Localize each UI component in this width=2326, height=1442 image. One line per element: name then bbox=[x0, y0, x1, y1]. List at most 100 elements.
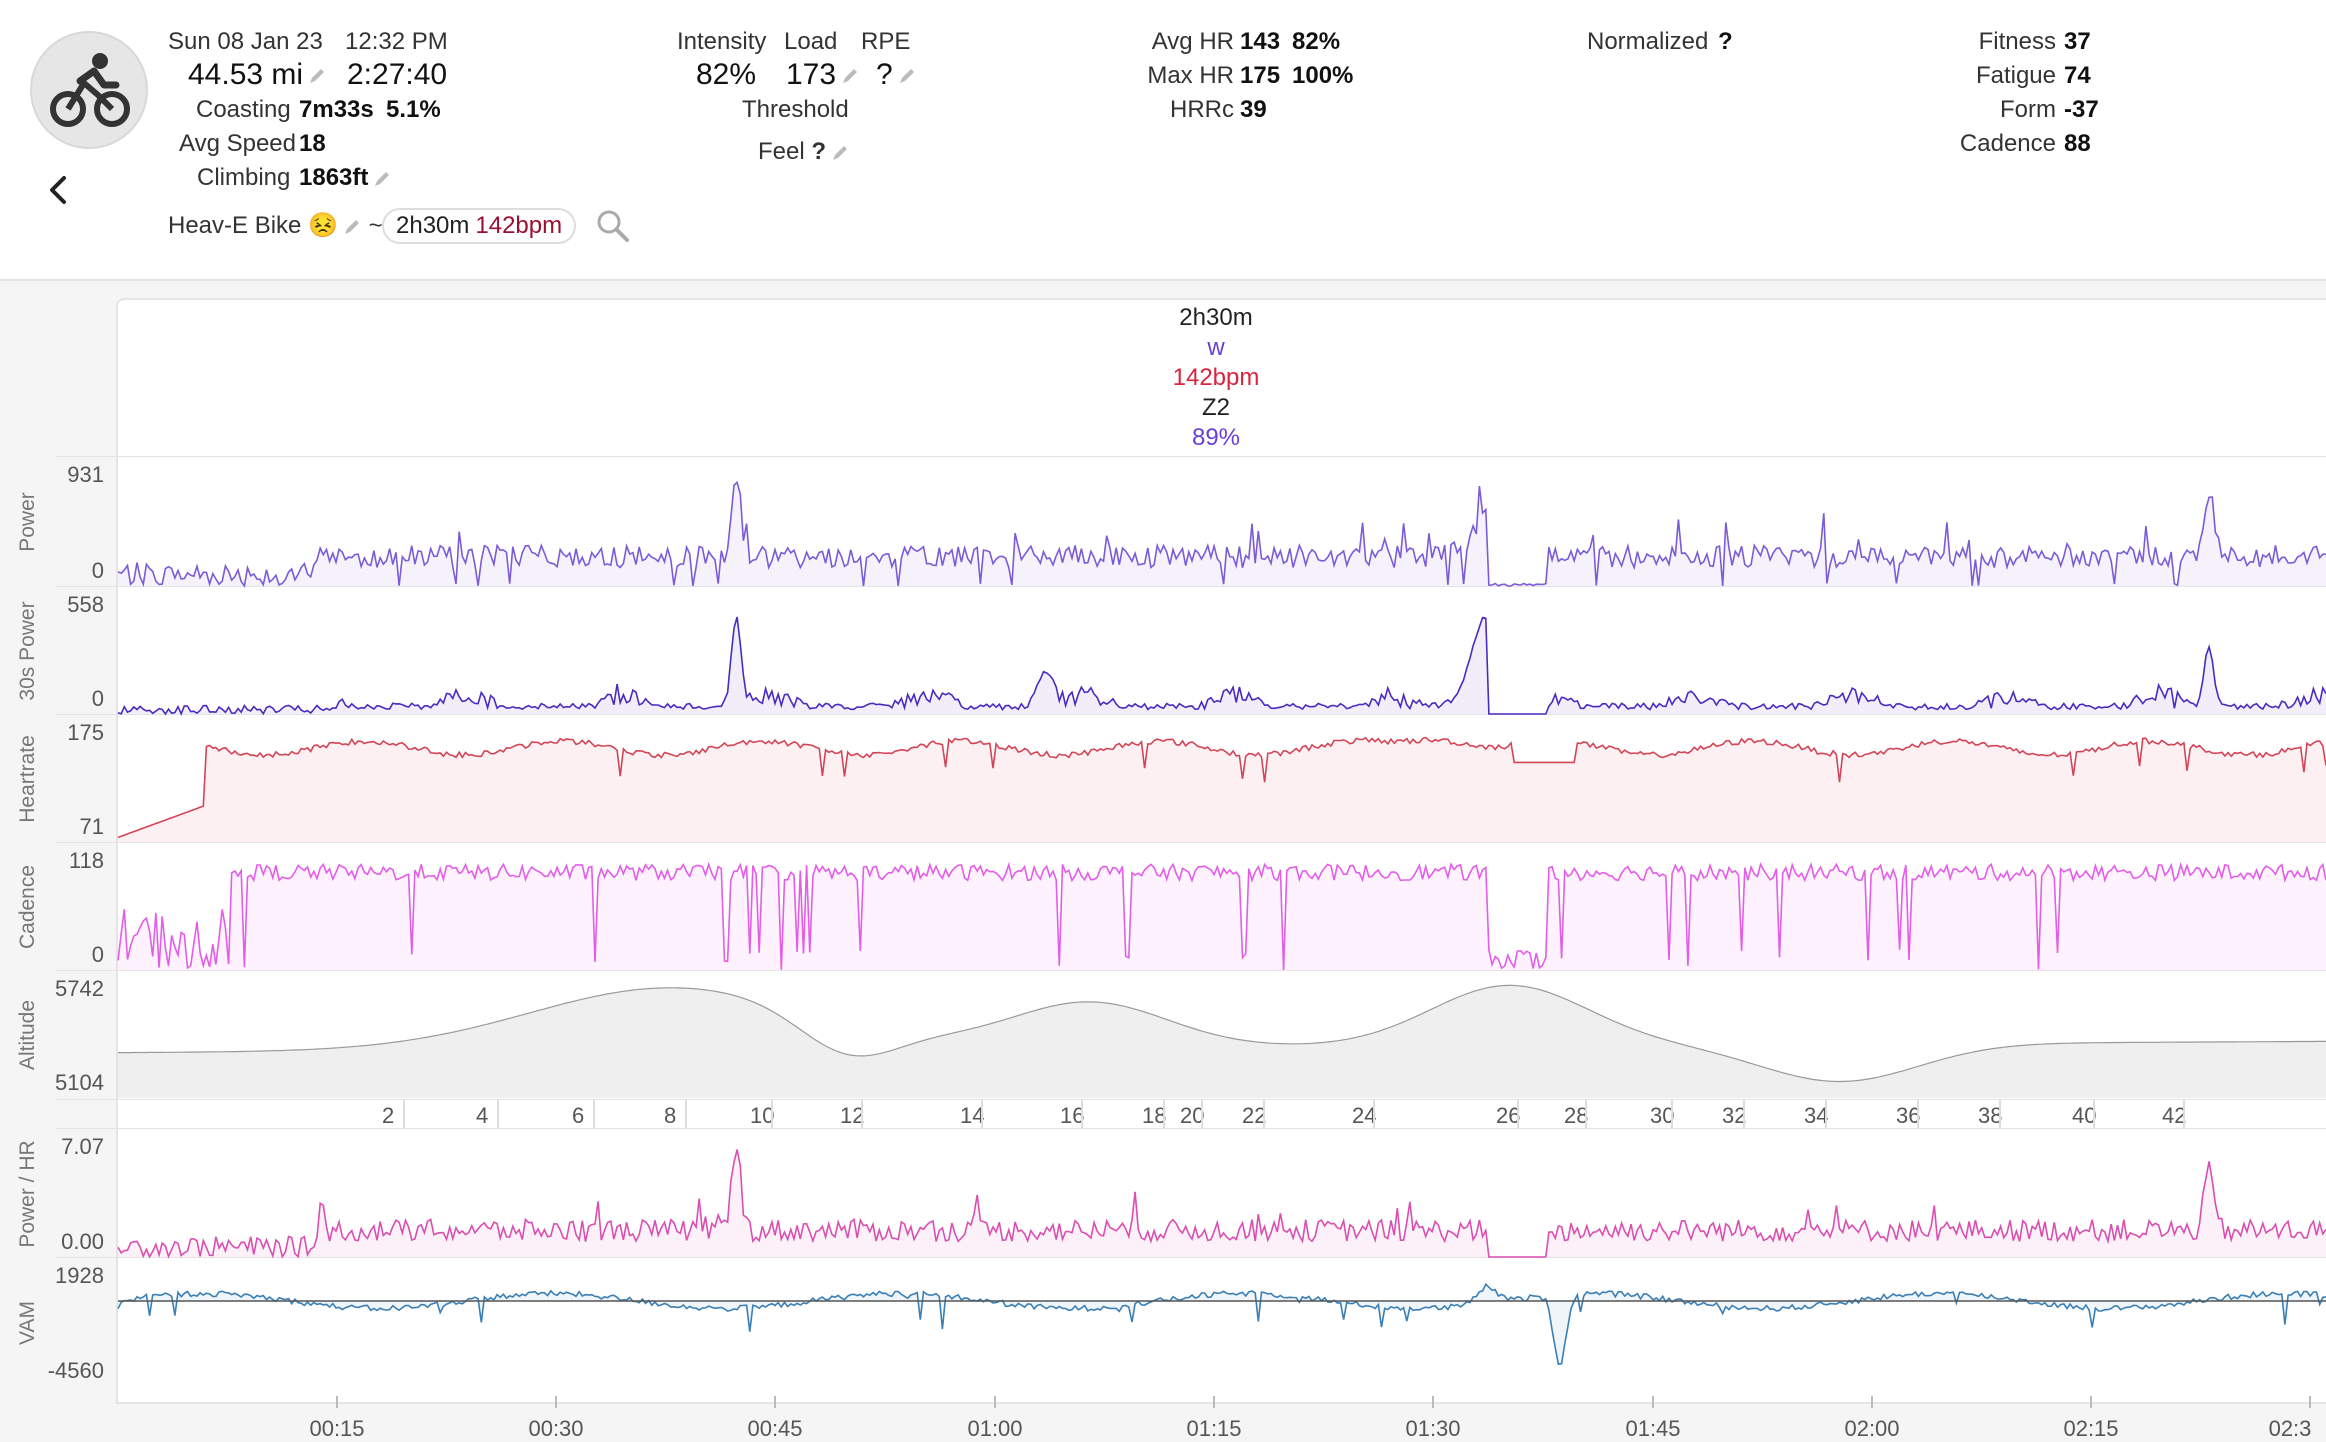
vam-max-tick: 1928 bbox=[55, 1263, 104, 1288]
edit-pencil-icon[interactable] bbox=[830, 143, 850, 163]
edit-pencil-icon[interactable] bbox=[342, 217, 362, 237]
mile-marker: 30 bbox=[1650, 1103, 1675, 1128]
fatigue-label: Fatigue bbox=[1975, 62, 2056, 89]
normalized-label: Normalized bbox=[1587, 28, 1709, 55]
vam-line bbox=[117, 1282, 2326, 1366]
x-axis-label: 00:15 bbox=[309, 1416, 365, 1441]
mile-marker-band-top bbox=[56, 1099, 2326, 1100]
mile-marker: 12 bbox=[840, 1103, 865, 1128]
pill-duration: 2h30m bbox=[396, 212, 470, 239]
altitude-max-tick: 5742 bbox=[55, 976, 104, 1001]
power-area bbox=[118, 482, 2326, 586]
mile-marker: 4 bbox=[476, 1103, 489, 1128]
fatigue-value: 74 bbox=[2064, 62, 2091, 89]
x-axis-label: 00:30 bbox=[528, 1416, 584, 1441]
load-label: Load bbox=[784, 28, 838, 55]
chart-separator bbox=[56, 586, 2326, 587]
mile-marker: 20 bbox=[1180, 1103, 1205, 1128]
cadence-line bbox=[117, 861, 2326, 971]
climbing-label: Climbing bbox=[197, 164, 291, 191]
avg-speed-label: Avg Speed bbox=[179, 130, 296, 157]
mile-marker: 8 bbox=[664, 1103, 677, 1128]
mile-marker: 26 bbox=[1496, 1103, 1521, 1128]
max-hr-value: 175 bbox=[1240, 62, 1281, 89]
power_hr-line bbox=[117, 1149, 2326, 1259]
x-axis-label: 02:15 bbox=[2063, 1416, 2119, 1441]
back-arrow-icon[interactable] bbox=[44, 170, 74, 210]
summary-zone: Z2 bbox=[1201, 394, 1231, 421]
mile-marker: 2 bbox=[382, 1103, 395, 1128]
coasting-percent: 5.1% bbox=[386, 96, 441, 123]
cadence-label: Cadence bbox=[1959, 130, 2056, 157]
vam-area bbox=[118, 1284, 2326, 1365]
chart-separator bbox=[56, 1128, 2326, 1129]
bike-name[interactable]: Heav-E Bike 😣 ~ bbox=[168, 212, 383, 239]
fitness-label: Fitness bbox=[1978, 28, 2056, 55]
x-axis-label: 01:00 bbox=[967, 1416, 1023, 1441]
mile-marker: 18 bbox=[1142, 1103, 1167, 1128]
avg-hr-label: Avg HR bbox=[1151, 28, 1234, 55]
chart-separator bbox=[56, 970, 2326, 971]
power30-area bbox=[118, 617, 2326, 714]
mile-marker: 16 bbox=[1060, 1103, 1085, 1128]
activity-chart-panel[interactable] bbox=[116, 298, 2326, 1404]
load-value: 173 bbox=[786, 60, 860, 90]
mile-marker: 14 bbox=[960, 1103, 985, 1128]
normalized-value: ? bbox=[1718, 28, 1733, 55]
summary-percent: 89% bbox=[1191, 424, 1241, 451]
edit-pencil-icon[interactable] bbox=[307, 66, 327, 86]
mile-marker: 6 bbox=[572, 1103, 585, 1128]
power_hr-area bbox=[118, 1149, 2326, 1257]
max-hr-label: Max HR bbox=[1147, 62, 1234, 89]
intensity-value: 82% bbox=[696, 58, 757, 91]
mile-marker: 24 bbox=[1352, 1103, 1377, 1128]
power30-line bbox=[117, 616, 2326, 716]
form-label: Form bbox=[2000, 96, 2056, 123]
heartrate-min-tick: 71 bbox=[79, 814, 104, 839]
mile-marker: 10 bbox=[750, 1103, 775, 1128]
hrrc-value: 39 bbox=[1240, 96, 1267, 123]
climbing-value: 1863ft bbox=[299, 166, 392, 190]
distance-value: 44.53 mi bbox=[188, 60, 327, 90]
form-value: -37 bbox=[2064, 96, 2099, 123]
rpe-label: RPE bbox=[861, 28, 911, 55]
avg-speed-value: 18 bbox=[299, 130, 326, 157]
feel-label[interactable]: Feel ? bbox=[758, 140, 850, 164]
power30-min-tick: 0 bbox=[91, 686, 104, 711]
heartrate-line bbox=[117, 736, 2326, 839]
avg-hr-percent: 82% bbox=[1292, 28, 1341, 55]
activity-type-avatar bbox=[30, 31, 148, 149]
cycling-icon bbox=[50, 53, 130, 127]
x-axis-label: 01:30 bbox=[1405, 1416, 1461, 1441]
mile-marker: 36 bbox=[1896, 1103, 1921, 1128]
edit-pencil-icon[interactable] bbox=[372, 169, 392, 189]
mile-marker: 40 bbox=[2072, 1103, 2097, 1128]
activity-start-time: 12:32 PM bbox=[345, 28, 448, 55]
cadence-area bbox=[118, 864, 2326, 970]
chart-separator bbox=[56, 714, 2326, 715]
coasting-label: Coasting bbox=[196, 96, 291, 123]
mile-marker: 42 bbox=[2162, 1103, 2187, 1128]
search-icon[interactable] bbox=[595, 208, 631, 244]
cadence-value: 88 bbox=[2064, 130, 2091, 157]
activity-header: Sun 08 Jan 23 12:32 PM 44.53 mi 2:27:40 … bbox=[0, 0, 2326, 281]
cadence-max-tick: 118 bbox=[68, 848, 104, 873]
power-min-tick: 0 bbox=[91, 558, 104, 583]
x-axis-label: 01:15 bbox=[1186, 1416, 1242, 1441]
fitness-value: 37 bbox=[2064, 28, 2091, 55]
chart-separator bbox=[56, 842, 2326, 843]
pill-bpm: 142bpm bbox=[475, 212, 563, 239]
heartrate-max-tick: 175 bbox=[67, 720, 104, 745]
edit-pencil-icon[interactable] bbox=[897, 66, 917, 86]
mile-marker: 28 bbox=[1564, 1103, 1589, 1128]
duration-hr-pill[interactable]: 2h30m 142bpm bbox=[382, 208, 577, 244]
rpe-value[interactable]: ? bbox=[876, 60, 917, 90]
coasting-time: 7m33s bbox=[299, 96, 374, 123]
x-axis-label: 02:3 bbox=[2268, 1416, 2312, 1441]
mile-marker: 32 bbox=[1722, 1103, 1747, 1128]
max-hr-percent: 100% bbox=[1292, 62, 1354, 89]
edit-pencil-icon[interactable] bbox=[840, 66, 860, 86]
heartrate-area bbox=[118, 737, 2326, 842]
x-axis-label: 01:45 bbox=[1625, 1416, 1681, 1441]
